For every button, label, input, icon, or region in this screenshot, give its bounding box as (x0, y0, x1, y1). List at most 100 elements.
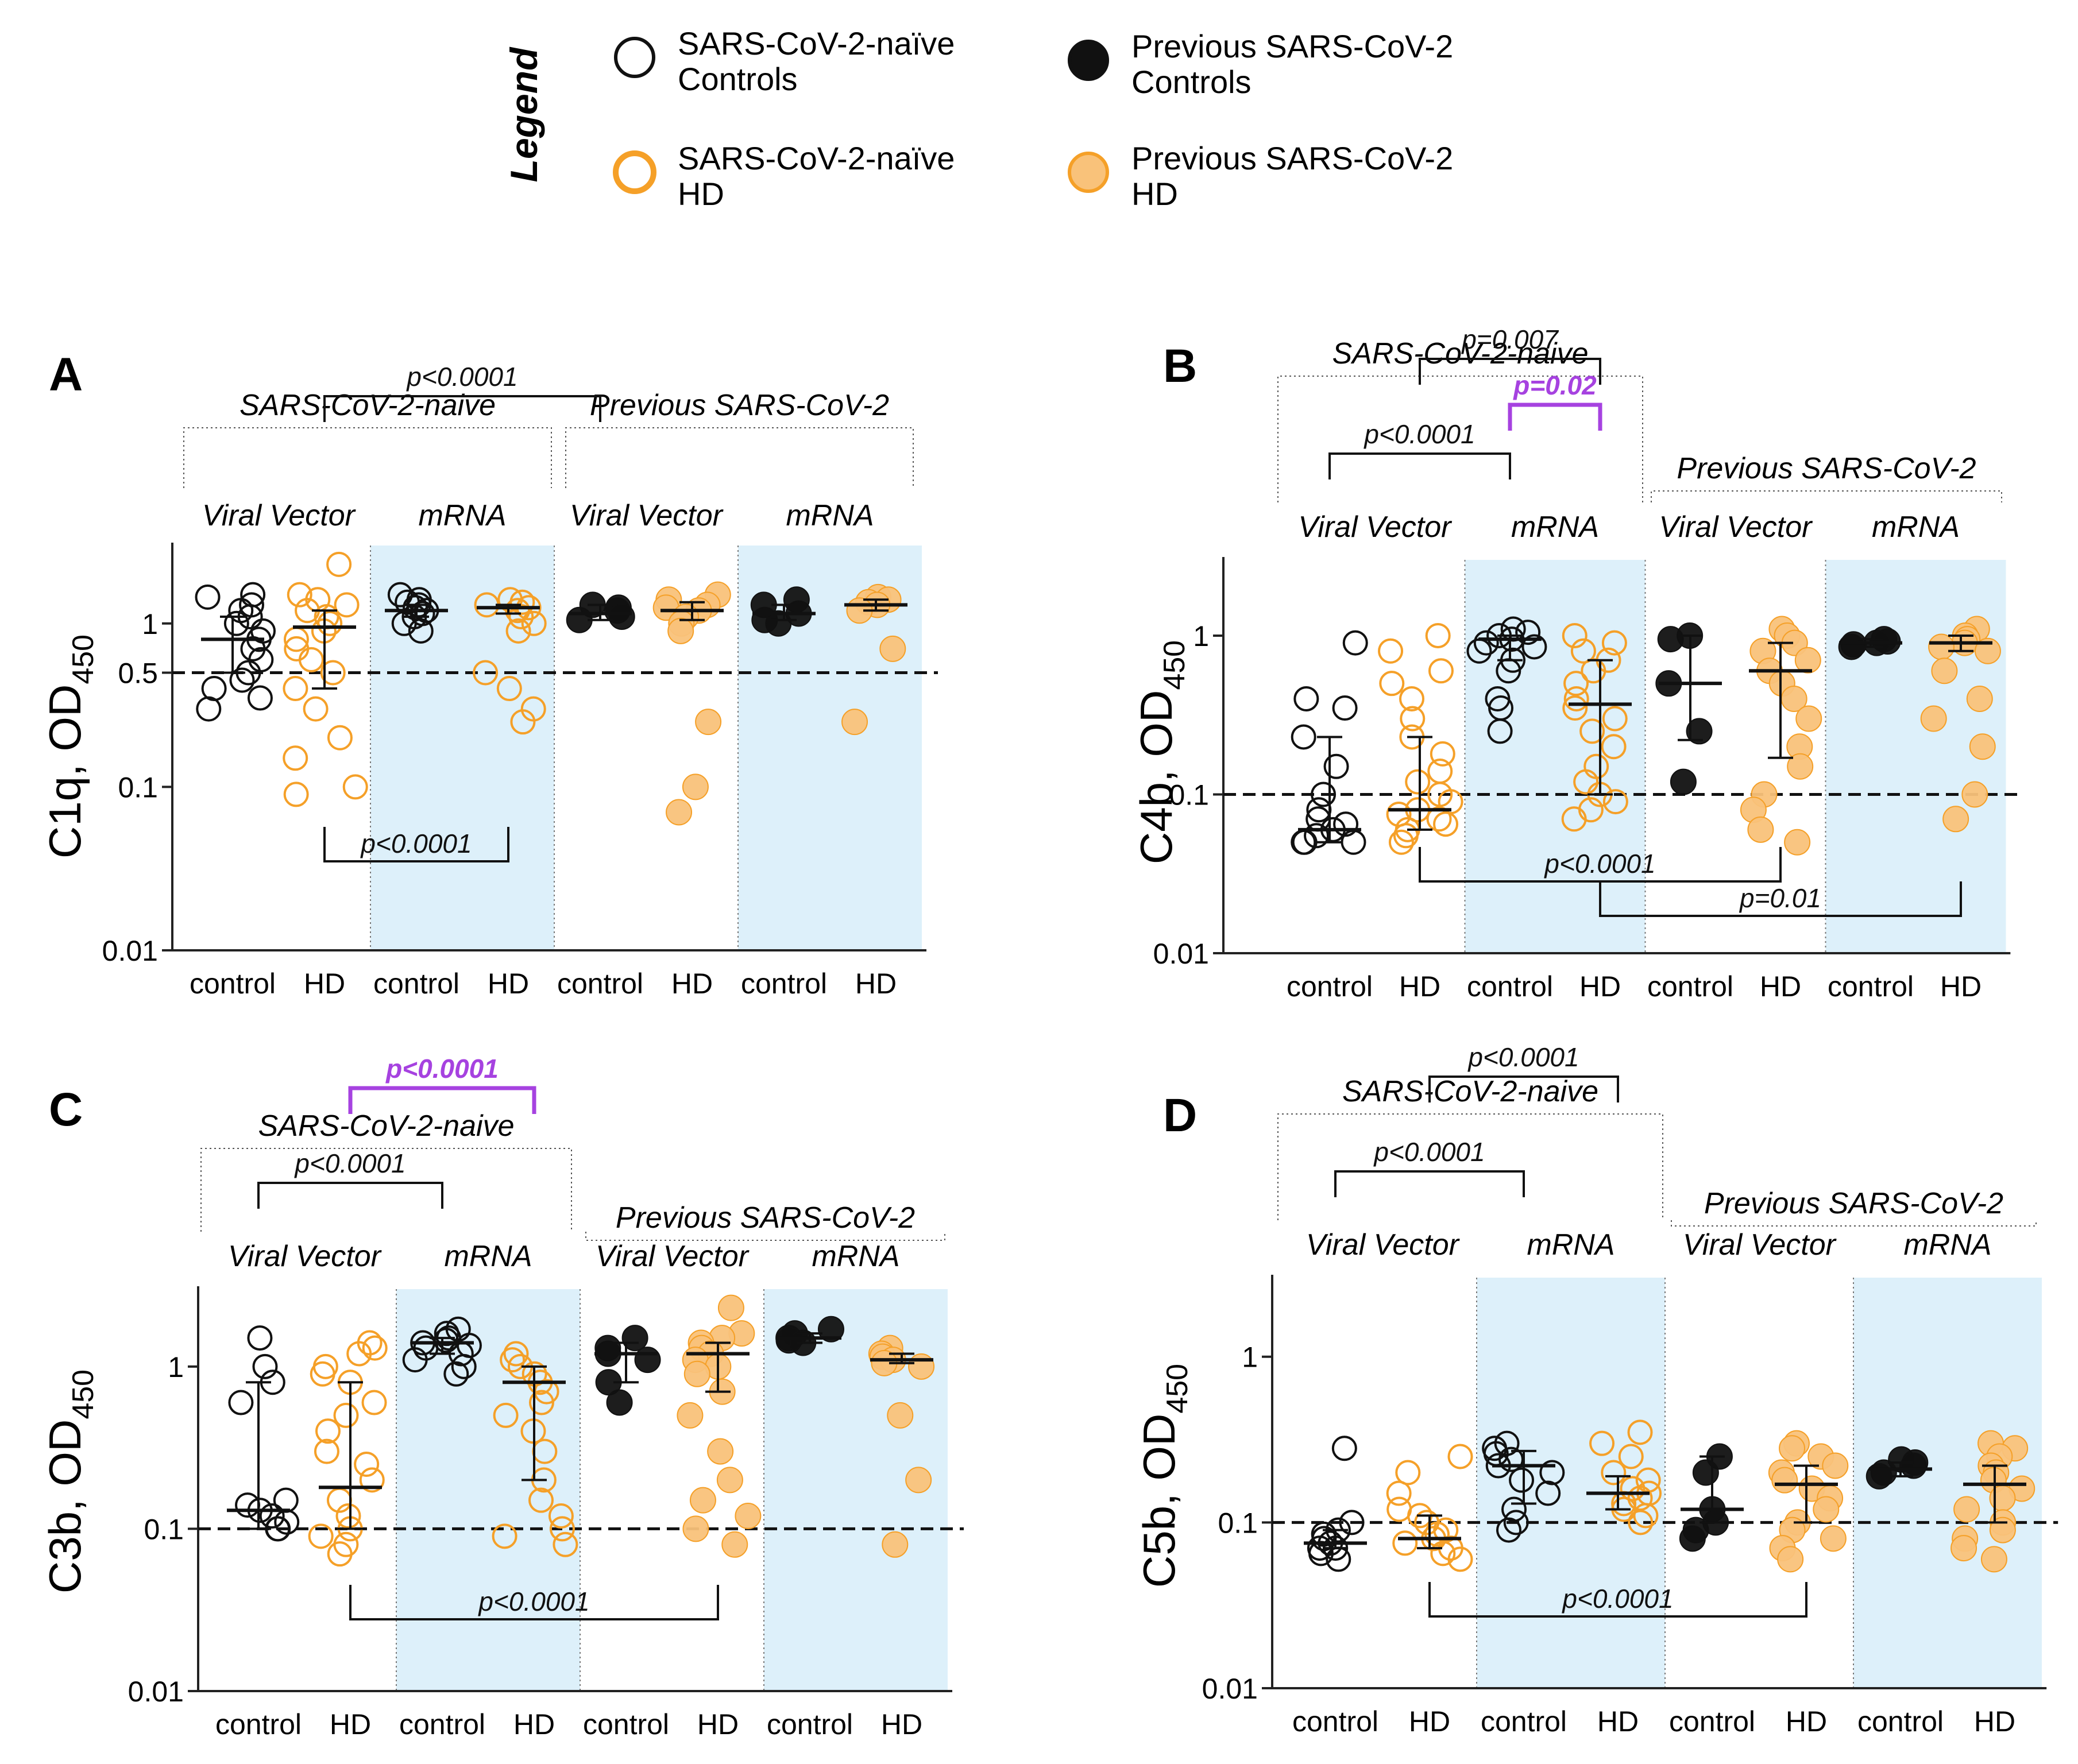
significance-bracket (1334, 1170, 1525, 1197)
data-point (1784, 829, 1811, 856)
data-point (1388, 829, 1414, 855)
series (195, 582, 276, 722)
data-point (248, 647, 274, 672)
data-point (228, 1390, 254, 1415)
data-point (492, 1523, 517, 1549)
data-point (354, 1451, 380, 1477)
data-point (1393, 823, 1419, 849)
panel-letter: D (1163, 1089, 1197, 1142)
group-label: SARS-CoV-2-naive (1342, 1075, 1598, 1108)
data-point (1601, 630, 1627, 656)
data-point (283, 782, 309, 807)
series (1561, 622, 1632, 832)
series (1865, 1446, 1932, 1490)
series (1304, 1436, 1367, 1572)
data-point (905, 1467, 932, 1494)
data-point (1657, 626, 1684, 653)
data-point (196, 696, 222, 722)
y-axis-label: C4b, OD450 (1131, 640, 1191, 864)
p-value-label: p=0.01 (1739, 883, 1821, 913)
data-point (1974, 637, 2001, 664)
p-value-label: p=0.02 (1512, 370, 1597, 400)
data-point (1589, 1430, 1615, 1456)
series (1291, 630, 1368, 855)
data-point (493, 1402, 519, 1428)
x-tick-label: HD (1760, 970, 1801, 1003)
y-tick-label: 1 (1193, 620, 1209, 652)
data-point (310, 1361, 335, 1387)
data-point (1386, 1480, 1412, 1506)
series (1466, 616, 1547, 744)
series (227, 1325, 300, 1542)
series (841, 583, 907, 736)
x-tick-label: HD (1597, 1705, 1639, 1738)
x-tick-label: HD (513, 1708, 555, 1740)
data-point (496, 676, 522, 702)
legend-label: SARS-CoV-2-naïve (678, 140, 955, 176)
vaccine-label: mRNA (1527, 1228, 1614, 1262)
panel-letter: A (49, 349, 83, 401)
data-point (1503, 1510, 1529, 1535)
data-point (1487, 718, 1513, 744)
data-point (247, 1325, 273, 1351)
data-point (443, 1361, 469, 1387)
y-tick-label: 0.1 (1169, 779, 1209, 811)
data-point (505, 598, 531, 624)
legend-label: Controls (1131, 64, 1252, 100)
data-point (1777, 1546, 1804, 1573)
series (1679, 1443, 1744, 1552)
legend-entry: Previous SARS-CoV-2HD (1068, 140, 1453, 212)
data-point (1395, 1460, 1421, 1486)
significance-bracket (323, 395, 601, 422)
data-point (1509, 1467, 1535, 1493)
data-point (1333, 811, 1359, 837)
data-point (1942, 806, 1969, 833)
data-point (735, 1503, 762, 1530)
data-point (1331, 1436, 1357, 1461)
data-point (308, 1523, 334, 1549)
vaccine-label: mRNA (1511, 510, 1599, 544)
legend-marker-icon (613, 150, 656, 194)
x-tick-label: control (1647, 970, 1733, 1003)
significance-bracket (1328, 452, 1511, 479)
data-point (1920, 705, 1947, 732)
legend-label: HD (1131, 176, 1178, 212)
data-point (1627, 1419, 1653, 1445)
y-tick-label: 0.1 (1218, 1507, 1258, 1539)
data-point (521, 610, 547, 636)
data-point (1602, 789, 1628, 815)
series (566, 591, 635, 633)
data-point (1447, 1546, 1473, 1572)
data-point (342, 774, 368, 800)
vaccine-label: Viral Vector (570, 499, 724, 532)
data-point (259, 1503, 285, 1529)
data-point (1633, 1503, 1659, 1529)
data-point (1822, 1452, 1849, 1479)
data-point (716, 1467, 743, 1494)
series (1740, 616, 1822, 856)
legend-label: Previous SARS-CoV-2 (1131, 140, 1453, 176)
panel-letter: C (49, 1084, 83, 1136)
significance-bracket (1508, 403, 1602, 431)
group-bracket (1277, 1113, 1663, 1220)
x-tick-label: control (1467, 970, 1553, 1003)
data-point (1400, 706, 1426, 732)
x-tick-label: control (190, 968, 276, 1000)
y-tick-label: 0.1 (118, 771, 158, 803)
significance-bracket (1428, 1582, 1807, 1618)
group-label: SARS-CoV-2-naive (1332, 337, 1588, 370)
data-point (1561, 806, 1587, 832)
data-point (1447, 1444, 1473, 1469)
data-point (1379, 671, 1405, 697)
data-point (500, 1347, 526, 1373)
data-point (317, 610, 343, 636)
group-bracket (565, 427, 914, 488)
y-axis-label-subscript: 450 (1158, 640, 1191, 690)
y-axis-label: C1q, OD450 (40, 635, 100, 858)
data-point (361, 1390, 387, 1415)
